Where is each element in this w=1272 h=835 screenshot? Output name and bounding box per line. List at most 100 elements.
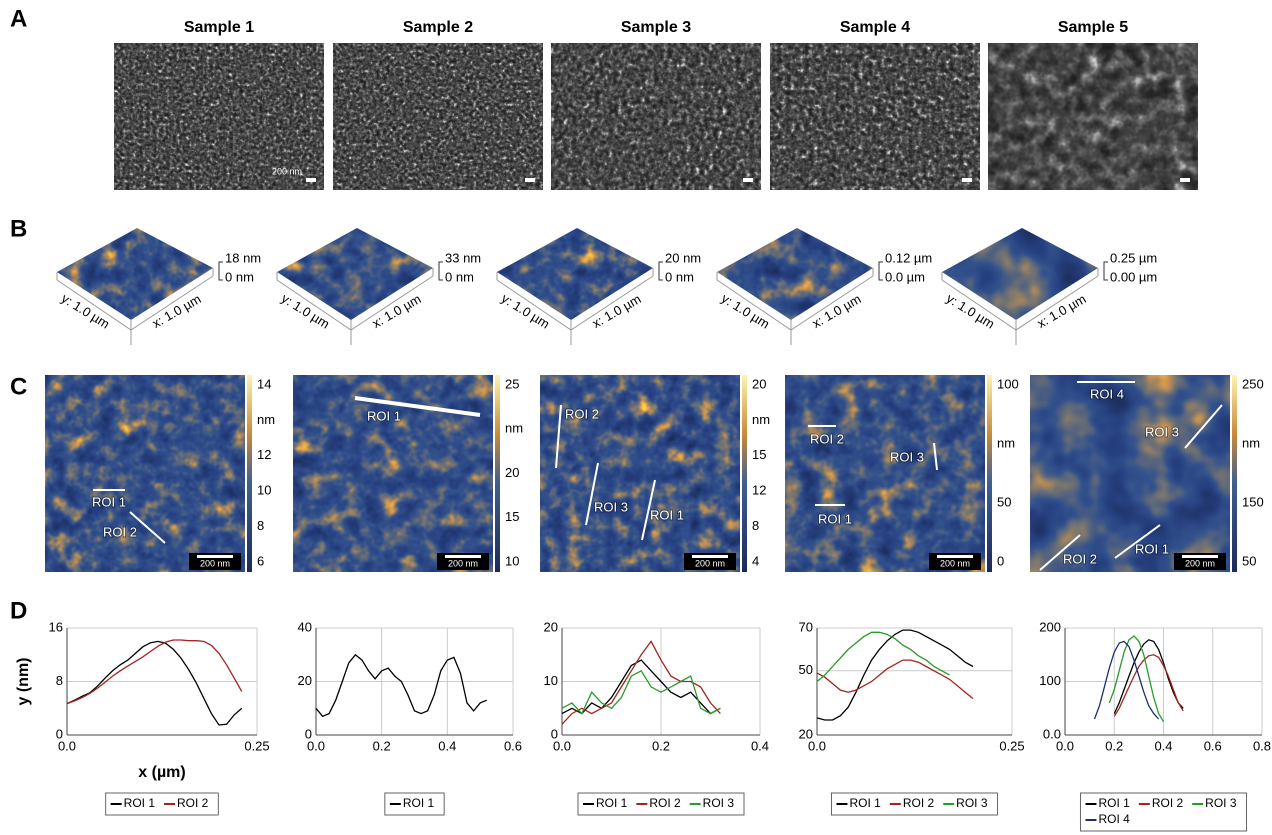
z-scale bbox=[878, 261, 883, 281]
roi-line bbox=[1039, 534, 1081, 571]
colorbar-unit: nm bbox=[752, 412, 770, 427]
y-tick-label: 0.0 bbox=[1043, 726, 1061, 741]
line-series bbox=[816, 659, 974, 700]
scale-bar bbox=[937, 555, 973, 558]
legend-box bbox=[384, 792, 445, 816]
x-axis-label: x (µm) bbox=[138, 764, 185, 781]
y-tick-label: 0 bbox=[305, 726, 312, 741]
scale-label: 200 nm bbox=[940, 558, 970, 568]
afm-image bbox=[540, 375, 740, 572]
colorbar-unit: nm bbox=[505, 421, 523, 436]
z-max: 18 nm bbox=[225, 250, 261, 265]
legend-label: ROI 1 bbox=[403, 796, 435, 810]
colorbar-tick: 12 bbox=[257, 447, 271, 462]
scale-bar bbox=[962, 178, 972, 182]
scale-bar bbox=[306, 178, 316, 182]
line-series bbox=[1093, 640, 1160, 720]
x-tick-label: 0.25 bbox=[244, 738, 269, 753]
y-tick-label: 100 bbox=[1039, 673, 1061, 688]
x-tick-label: 0.2 bbox=[652, 738, 670, 753]
y-tick-label: 40 bbox=[298, 619, 312, 634]
z-max: 0.25 µm bbox=[1110, 250, 1157, 265]
x-tick-label: 0.0 bbox=[808, 738, 826, 753]
x-tick-label: 0.0 bbox=[307, 738, 325, 753]
roi-line bbox=[641, 479, 656, 541]
roi-label: ROI 2 bbox=[103, 524, 137, 539]
roi-label: ROI 1 bbox=[650, 507, 684, 522]
colorbar-tick: 100 bbox=[997, 376, 1019, 391]
sem-image bbox=[551, 43, 761, 190]
legend: ROI 1 ROI 2 bbox=[105, 792, 219, 816]
colorbar-tick: 4 bbox=[752, 553, 759, 568]
z-max: 33 nm bbox=[445, 250, 481, 265]
colorbar-tick: 6 bbox=[257, 553, 264, 568]
colorbar-tick: 250 bbox=[1242, 376, 1264, 391]
sem-image bbox=[770, 43, 980, 190]
line-series bbox=[315, 653, 487, 718]
roi-label: ROI 3 bbox=[890, 449, 924, 464]
sem-image bbox=[988, 43, 1198, 190]
y-tick-label: 0 bbox=[551, 726, 558, 741]
roi-label: ROI 2 bbox=[1063, 551, 1097, 566]
y-tick-label: 20 bbox=[799, 726, 813, 741]
x-tick-label: 0.25 bbox=[999, 738, 1024, 753]
colorbar-tick: 50 bbox=[997, 494, 1011, 509]
y-tick-label: 10 bbox=[544, 673, 558, 688]
scale-label: 200 nm bbox=[272, 166, 302, 176]
colorbar-tick: 15 bbox=[752, 447, 766, 462]
z-min: 0 nm bbox=[225, 269, 254, 284]
y-tick-label: 200 bbox=[1039, 619, 1061, 634]
scale-label: 200 nm bbox=[200, 558, 230, 568]
legend: ROI 1 bbox=[384, 792, 445, 816]
panel-label: C bbox=[10, 373, 27, 400]
sem-image bbox=[114, 43, 324, 190]
roi-label: ROI 3 bbox=[1145, 424, 1179, 439]
afm-image bbox=[293, 375, 493, 572]
roi-line bbox=[1184, 404, 1223, 449]
z-scale bbox=[218, 261, 223, 281]
colorbar-tick: 25 bbox=[505, 376, 519, 391]
afm-image bbox=[45, 375, 245, 572]
colorbar-unit: nm bbox=[1242, 435, 1260, 450]
line-series bbox=[561, 640, 721, 725]
sem-image bbox=[333, 43, 543, 190]
x-tick-label: 0.6 bbox=[1204, 738, 1222, 753]
x-tick-label: 0.8 bbox=[1253, 738, 1271, 753]
roi-line bbox=[1114, 524, 1161, 559]
colorbar bbox=[1232, 375, 1237, 572]
legend: ROI 1 ROI 2 ROI 3 bbox=[577, 792, 745, 816]
line-series bbox=[66, 639, 243, 705]
colorbar-tick: 14 bbox=[257, 376, 271, 391]
roi-label: ROI 1 bbox=[818, 511, 852, 526]
panel-label: D bbox=[10, 597, 27, 624]
colorbar-tick: 150 bbox=[1242, 494, 1264, 509]
line-series bbox=[1113, 639, 1184, 714]
colorbar-tick: 20 bbox=[505, 465, 519, 480]
roi-label: ROI 2 bbox=[810, 431, 844, 446]
scale-label: 200 nm bbox=[1185, 558, 1215, 568]
panel-label: A bbox=[10, 5, 27, 32]
y-tick-label: 20 bbox=[544, 619, 558, 634]
legend-label: ROI 2 bbox=[649, 796, 681, 810]
y-tick-label: 70 bbox=[799, 619, 813, 634]
legend-label: ROI 3 bbox=[703, 796, 735, 810]
colorbar bbox=[247, 375, 252, 572]
roi-line bbox=[129, 511, 166, 544]
legend-label: ROI 1 bbox=[596, 796, 628, 810]
panel-label: B bbox=[10, 215, 27, 242]
x-tick-label: 0.4 bbox=[438, 738, 456, 753]
colorbar-tick: 10 bbox=[505, 553, 519, 568]
y-tick-label: 8 bbox=[56, 673, 63, 688]
z-scale bbox=[1103, 261, 1108, 281]
line-series bbox=[816, 629, 974, 721]
scale-bar bbox=[445, 555, 481, 558]
legend-box bbox=[1079, 792, 1248, 832]
x-tick-label: 0.4 bbox=[751, 738, 769, 753]
legend: ROI 1 ROI 2 ROI 3 bbox=[830, 792, 999, 816]
scale-bar bbox=[743, 178, 753, 182]
x-tick-label: 0.4 bbox=[1154, 738, 1172, 753]
y-axis-label: y (nm) bbox=[15, 658, 32, 706]
colorbar bbox=[987, 375, 992, 572]
roi-label: ROI 1 bbox=[1135, 541, 1169, 556]
